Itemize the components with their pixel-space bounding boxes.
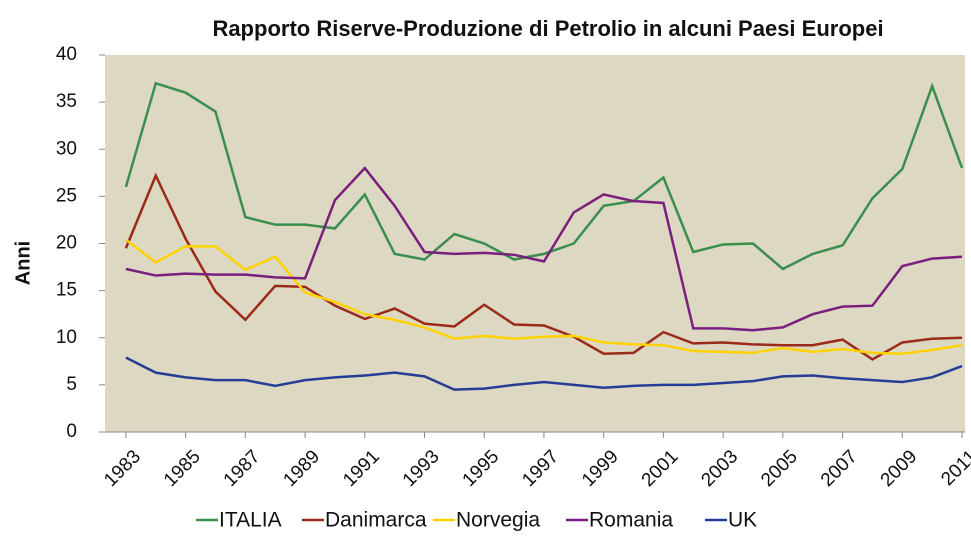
legend-label: Norvegia [456,509,540,532]
x-tick-label: 2009 [877,446,922,491]
x-tick-label: 1985 [160,446,205,491]
y-tick-label: 30 [56,138,77,159]
y-tick-label: 5 [66,374,77,395]
x-tick-label: 1987 [220,446,265,491]
x-tick-label: 1995 [459,446,504,491]
series-line [124,172,963,361]
x-tick-label: 2011 [937,446,971,490]
x-tick-label: 1983 [100,446,145,491]
x-tick-label: 1993 [399,446,444,491]
y-tick-label: 40 [56,44,77,65]
plot-area [105,55,965,432]
x-tick-label: 1989 [279,446,324,491]
legend-label: ITALIA [219,509,282,532]
x-tick-label: 2003 [697,446,742,491]
y-tick-label: 25 [56,185,77,206]
legend-label: Danimarca [325,509,427,532]
chart-title: Rapporto Riserve-Produzione di Petrolio … [212,16,883,41]
x-tick-label: 1999 [578,446,623,491]
series-line [124,81,964,271]
x-tick-label: 2007 [817,446,862,491]
x-tick-label: 1997 [518,446,563,491]
x-tick-label: 2001 [638,446,683,491]
y-axis-label: Anni [12,241,34,285]
y-tick-label: 10 [56,327,77,348]
y-tick-label: 15 [56,280,77,301]
y-tick-label: 35 [56,91,77,112]
y-tick-label: 0 [66,421,77,442]
x-tick-label: 2005 [757,446,802,491]
series-line [125,166,963,332]
x-tick-label: 1991 [339,446,384,491]
y-tick-label: 20 [56,233,77,254]
legend-label: Romania [589,509,673,532]
series-line [125,356,963,391]
legend-label: UK [728,509,757,532]
series-line [125,238,963,356]
